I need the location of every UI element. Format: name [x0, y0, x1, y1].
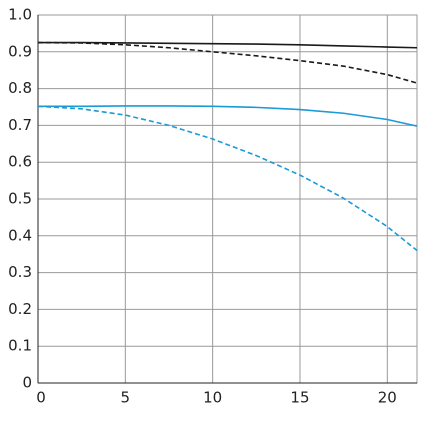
- y-tick-label: 0: [22, 374, 32, 392]
- series-line: [37, 105, 418, 252]
- y-tick-label: 0.1: [8, 337, 32, 355]
- y-tick-label: 0.9: [8, 42, 32, 60]
- y-tick-label: 0.6: [8, 153, 32, 171]
- y-tick-label: 0.4: [8, 226, 32, 244]
- y-tick-label: 0.5: [8, 190, 32, 208]
- y-tick-label: 0.2: [8, 300, 32, 318]
- x-tick-label: 5: [121, 389, 131, 407]
- x-tick-label: 0: [36, 389, 46, 407]
- series-line: [37, 41, 418, 84]
- series-line: [38, 41, 418, 49]
- y-tick-label: 0.7: [8, 116, 32, 134]
- y-tick-label: 0.8: [8, 79, 32, 97]
- x-tick-label: 20: [378, 389, 397, 407]
- y-tick-label: 0.3: [8, 263, 32, 281]
- x-tick-label: 15: [290, 389, 309, 407]
- series-line: [38, 105, 418, 127]
- y-tick-label: 1.0: [8, 6, 32, 24]
- x-tick-label: 10: [203, 389, 222, 407]
